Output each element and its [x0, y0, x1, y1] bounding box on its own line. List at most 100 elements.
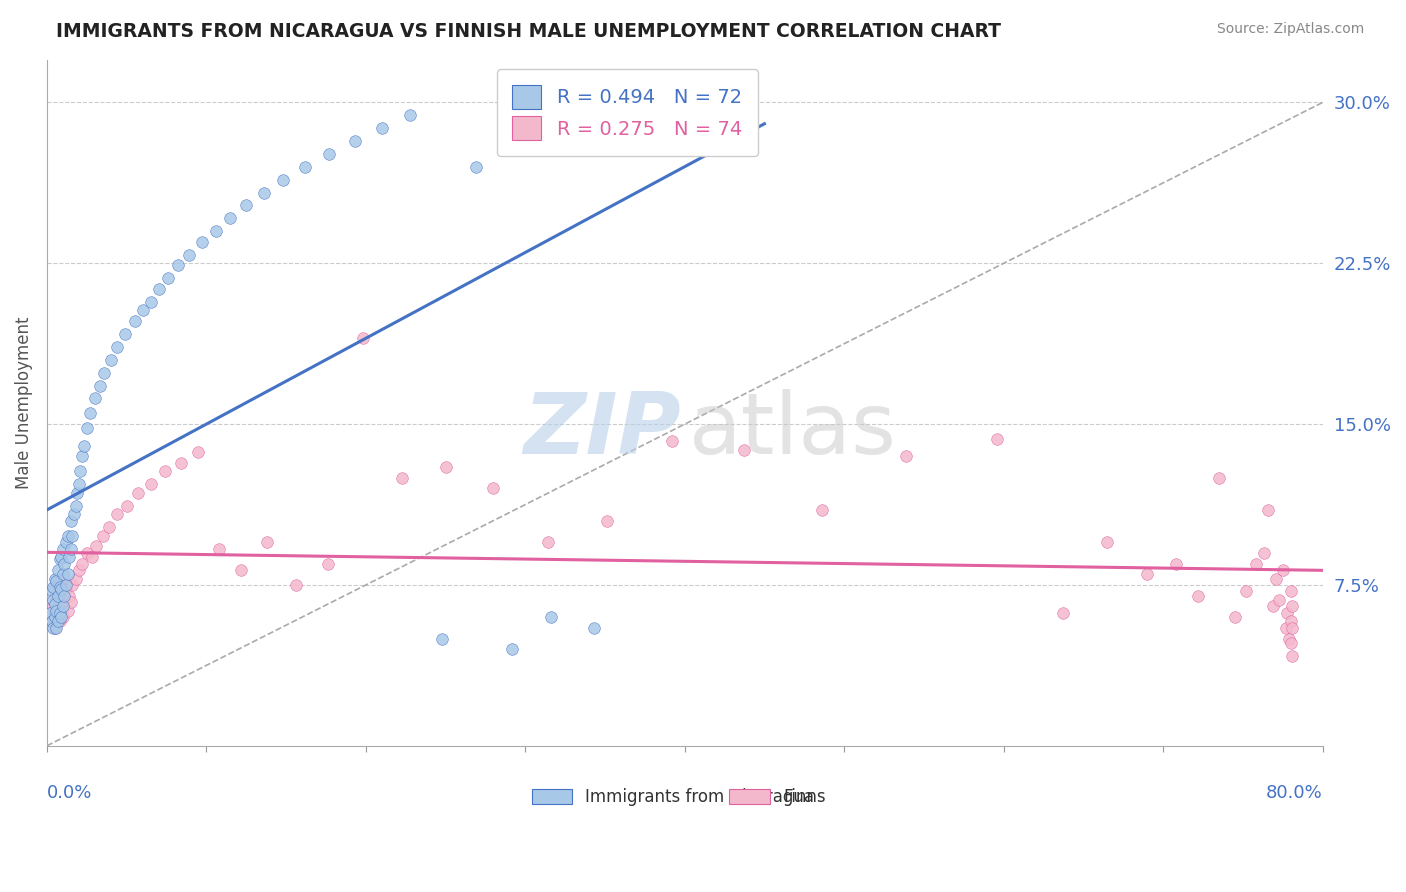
Point — [124, 314, 146, 328]
Point — [1281, 648, 1303, 663]
Point — [70, 557, 93, 571]
Point — [86, 540, 108, 554]
Point — [131, 303, 153, 318]
Point — [1223, 610, 1246, 624]
Point — [231, 563, 253, 577]
Text: ZIP: ZIP — [523, 389, 681, 472]
Point — [65, 572, 87, 586]
Text: IMMIGRANTS FROM NICARAGUA VS FINNISH MALE UNEMPLOYMENT CORRELATION CHART: IMMIGRANTS FROM NICARAGUA VS FINNISH MAL… — [56, 22, 1001, 41]
Text: atlas: atlas — [689, 389, 897, 472]
Point — [896, 450, 918, 464]
Y-axis label: Male Unemployment: Male Unemployment — [15, 317, 32, 489]
Point — [56, 604, 79, 618]
Point — [80, 550, 103, 565]
Point — [67, 563, 90, 577]
Point — [51, 550, 73, 565]
Point — [187, 445, 209, 459]
Point — [1187, 589, 1209, 603]
Point — [41, 615, 63, 629]
Point — [733, 442, 755, 457]
Point — [343, 134, 366, 148]
Point — [42, 599, 65, 614]
Text: Source: ZipAtlas.com: Source: ZipAtlas.com — [1216, 22, 1364, 37]
Point — [56, 529, 79, 543]
Point — [399, 108, 422, 122]
Point — [148, 282, 170, 296]
Point — [114, 327, 136, 342]
Point — [69, 464, 91, 478]
Point — [1275, 621, 1298, 635]
Point — [253, 186, 276, 200]
Point — [595, 514, 617, 528]
Point — [1271, 563, 1294, 577]
Point — [59, 595, 82, 609]
Point — [464, 160, 486, 174]
Point — [56, 567, 79, 582]
Text: Immigrants from Nicaragua: Immigrants from Nicaragua — [585, 788, 814, 805]
Point — [45, 610, 67, 624]
Point — [127, 485, 149, 500]
Point — [316, 557, 339, 571]
Point — [48, 615, 70, 629]
Point — [139, 477, 162, 491]
Point — [391, 471, 413, 485]
Point — [98, 520, 121, 534]
Point — [44, 610, 66, 624]
Point — [1234, 584, 1257, 599]
Point — [51, 582, 73, 597]
Point — [1279, 584, 1302, 599]
Point — [48, 584, 70, 599]
Point — [1257, 503, 1279, 517]
Point — [83, 392, 105, 406]
Point — [371, 121, 394, 136]
Point — [59, 541, 82, 556]
Point — [170, 456, 193, 470]
Point — [44, 589, 66, 603]
Point — [93, 366, 115, 380]
Point — [352, 331, 374, 345]
Point — [52, 599, 75, 614]
Point — [105, 507, 128, 521]
Point — [55, 535, 77, 549]
Point — [48, 552, 70, 566]
Point — [1052, 606, 1074, 620]
Point — [582, 621, 605, 635]
Point — [44, 621, 66, 635]
Point — [45, 574, 67, 588]
Point — [1164, 557, 1187, 571]
Point — [1253, 546, 1275, 560]
Point — [205, 224, 228, 238]
Point — [1278, 632, 1301, 646]
Point — [46, 589, 69, 603]
Text: 80.0%: 80.0% — [1265, 783, 1323, 802]
Point — [318, 147, 340, 161]
Point — [1136, 567, 1159, 582]
Point — [540, 610, 562, 624]
Point — [39, 606, 62, 620]
Point — [986, 432, 1008, 446]
Point — [46, 615, 69, 629]
Point — [48, 606, 70, 620]
Point — [115, 499, 138, 513]
Point — [1281, 621, 1303, 635]
Point — [1265, 572, 1288, 586]
Point — [661, 434, 683, 449]
Point — [51, 597, 73, 611]
Point — [208, 541, 231, 556]
Bar — [730, 789, 770, 805]
Point — [536, 535, 558, 549]
Point — [45, 604, 67, 618]
Point — [53, 589, 76, 603]
Point — [41, 584, 63, 599]
Point — [100, 352, 122, 367]
Point — [1281, 599, 1303, 614]
Point — [52, 610, 75, 624]
Point — [139, 294, 162, 309]
Point — [1097, 535, 1119, 549]
Point — [45, 621, 67, 635]
Point — [58, 589, 80, 603]
Point — [190, 235, 212, 249]
Text: Finns: Finns — [783, 788, 825, 805]
Point — [166, 259, 188, 273]
Point — [271, 172, 294, 186]
